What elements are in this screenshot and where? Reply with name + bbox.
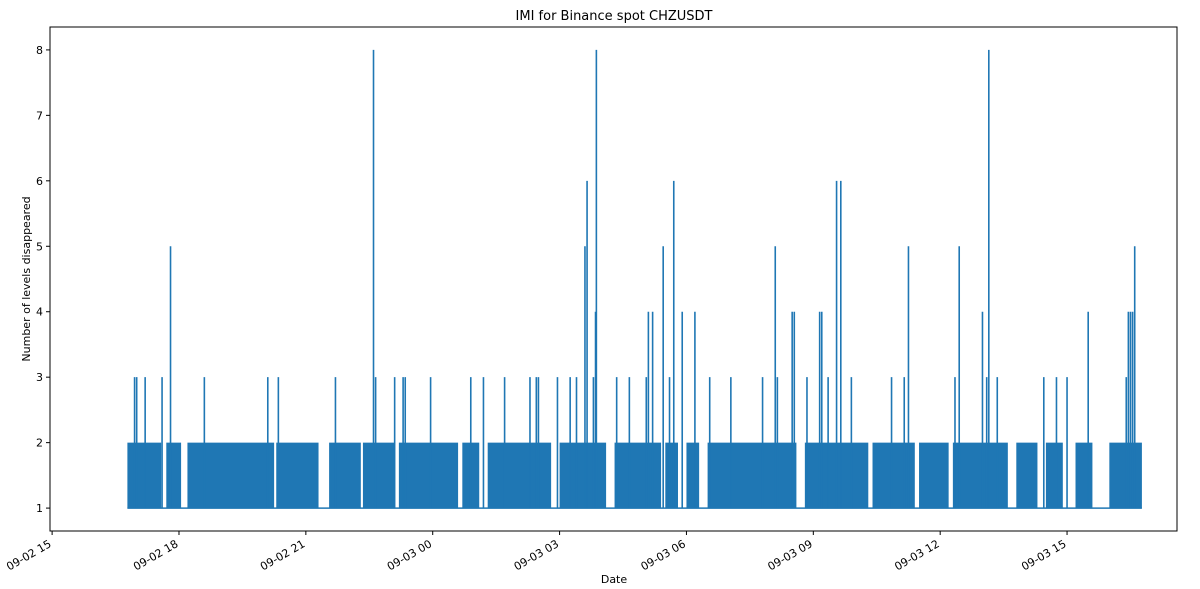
series-dense-segment [1016, 442, 1038, 509]
series-dense-segment [919, 442, 949, 509]
series-dense-segment [559, 442, 607, 509]
series-dense-segment [276, 442, 319, 509]
series-dense-segment [166, 442, 182, 509]
series-dense-segment [187, 442, 275, 509]
y-tick-label: 4 [36, 306, 43, 319]
y-axis-title: Number of levels disappeared [20, 196, 33, 361]
x-tick-label: 09-02 21 [258, 537, 307, 573]
y-tick-label: 6 [36, 175, 43, 188]
y-tick-label: 3 [36, 371, 43, 384]
series-dense-segment [1045, 442, 1063, 509]
series-line [127, 49, 1142, 509]
x-tick-label: 09-03 09 [765, 537, 814, 573]
x-tick-label: 09-02 18 [131, 537, 180, 573]
y-tick-label: 7 [36, 109, 43, 122]
series-dense-segment [952, 442, 1008, 509]
x-axis-title: Date [601, 573, 628, 586]
y-axis: 1 2 3 4 5 6 7 8 [36, 44, 50, 515]
series-dense-segment [487, 442, 552, 509]
y-tick-label: 1 [36, 502, 43, 515]
series-dense-segment [686, 442, 700, 509]
series-dense-segment [127, 442, 162, 509]
chart-title: IMI for Binance spot CHZUSDT [516, 9, 713, 24]
plot-area-frame [49, 26, 1178, 532]
x-tick-label: 09-03 15 [1019, 537, 1068, 573]
series-dense-segment [614, 442, 662, 509]
series-dense-segment [398, 442, 459, 509]
y-tick-label: 2 [36, 437, 43, 450]
x-tick-label: 09-02 15 [4, 537, 53, 573]
series-dense-segment [665, 442, 678, 509]
x-axis: 09-02 15 09-02 18 09-02 21 09-03 00 09-03 03… [4, 531, 1069, 573]
x-tick-label: 09-03 06 [639, 537, 688, 573]
y-tick-label: 8 [36, 44, 43, 57]
series-dense-segment [707, 442, 797, 509]
y-tick-label: 5 [36, 240, 43, 253]
x-tick-label: 09-03 12 [892, 537, 941, 573]
series-dense-segment [362, 442, 395, 509]
series-dense-segment [1075, 442, 1093, 509]
x-tick-label: 09-03 00 [385, 537, 434, 573]
x-tick-label: 09-03 03 [512, 537, 561, 573]
series-dense-segment [329, 442, 361, 509]
